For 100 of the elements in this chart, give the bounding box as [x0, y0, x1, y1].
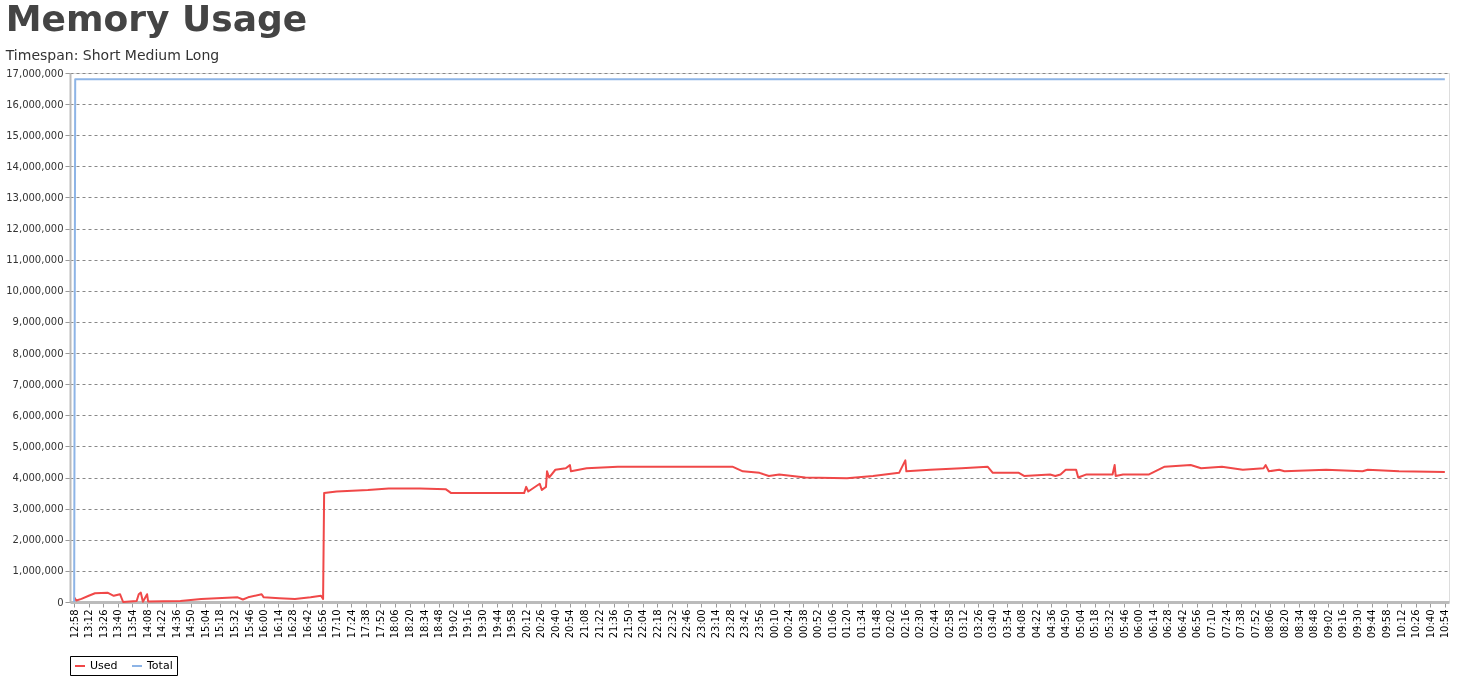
x-tick-label: 04:22 [1031, 609, 1043, 639]
x-tick-label: 05:18 [1089, 609, 1101, 639]
x-tick-label: 20:12 [520, 609, 532, 639]
x-tick-label: 15:18 [214, 609, 226, 639]
y-tick-label: 9,000,000 [12, 316, 64, 328]
x-tick-label: 22:04 [637, 609, 649, 639]
x-tick-label: 16:56 [316, 609, 328, 639]
x-tick-label: 07:10 [1206, 609, 1218, 639]
x-tick-label: 14:22 [156, 609, 168, 639]
x-tick-label: 09:16 [1337, 609, 1349, 639]
x-tick-label: 10:40 [1424, 609, 1436, 639]
x-tick-label: 05:04 [1074, 609, 1086, 639]
x-tick-label: 14:36 [170, 609, 182, 639]
x-tick-label: 19:30 [476, 609, 488, 639]
x-tick-label: 19:58 [506, 609, 518, 639]
x-tick-label: 23:42 [739, 609, 751, 639]
y-tick-label: 2,000,000 [12, 534, 64, 546]
x-tick-label: 01:06 [826, 609, 838, 639]
legend-label: Total [146, 659, 173, 672]
x-tick-label: 00:24 [783, 609, 795, 639]
y-tick-label: 16,000,000 [6, 98, 64, 110]
x-tick-label: 05:46 [1118, 609, 1130, 639]
x-tick-label: 21:36 [608, 609, 620, 639]
y-tick-label: 17,000,000 [6, 67, 64, 79]
x-tick-label: 10:54 [1439, 609, 1451, 639]
x-tick-label: 13:26 [97, 609, 109, 639]
x-tick-label: 06:28 [1162, 609, 1174, 639]
x-tick-label: 22:46 [681, 609, 693, 639]
y-tick-label: 13,000,000 [6, 191, 64, 203]
x-tick-label: 15:04 [199, 609, 211, 639]
x-tick-label: 22:18 [651, 609, 663, 639]
y-tick-label: 1,000,000 [12, 565, 64, 577]
x-tick-label: 14:50 [185, 609, 197, 639]
x-tick-label: 13:40 [112, 609, 124, 639]
x-tick-label: 15:46 [243, 609, 255, 639]
x-tick-label: 07:38 [1235, 609, 1247, 639]
x-tick-label: 08:20 [1278, 609, 1290, 639]
x-tick-label: 16:28 [287, 609, 299, 639]
x-tick-label: 04:50 [1060, 609, 1072, 639]
x-tick-label: 08:34 [1293, 609, 1305, 639]
x-tick-label: 03:54 [1001, 609, 1013, 639]
x-tick-label: 02:30 [914, 609, 926, 639]
x-tick-label: 16:14 [272, 609, 284, 639]
x-tick-label: 17:10 [331, 609, 343, 639]
x-tick-label: 09:58 [1381, 609, 1393, 639]
x-tick-label: 08:06 [1264, 609, 1276, 639]
y-tick-label: 12,000,000 [6, 223, 64, 235]
x-tick-label: 09:30 [1351, 609, 1363, 639]
x-tick-label: 16:00 [258, 609, 270, 639]
y-tick-label: 15,000,000 [6, 129, 64, 141]
x-tick-label: 09:44 [1366, 609, 1378, 639]
x-tick-label: 21:08 [579, 609, 591, 639]
x-tick-label: 01:48 [870, 609, 882, 639]
x-tick-label: 17:38 [360, 609, 372, 639]
x-tick-label: 19:02 [447, 609, 459, 639]
x-tick-label: 01:20 [841, 609, 853, 639]
x-tick-label: 04:08 [1016, 609, 1028, 639]
x-tick-label: 23:00 [695, 609, 707, 639]
x-tick-label: 00:38 [797, 609, 809, 639]
x-tick-label: 00:52 [812, 609, 824, 639]
x-tick-label: 03:40 [987, 609, 999, 639]
x-tick-label: 17:52 [374, 609, 386, 639]
x-tick-label: 01:34 [856, 609, 868, 639]
x-tick-label: 02:02 [885, 609, 897, 639]
x-tick-label: 20:54 [564, 609, 576, 639]
x-tick-label: 03:26 [972, 609, 984, 639]
chart-subtitle: Timespan: Short Medium Long [4, 47, 220, 63]
y-tick-label: 4,000,000 [12, 472, 64, 484]
x-tick-label: 18:06 [389, 609, 401, 639]
x-tick-label: 20:40 [549, 609, 561, 639]
x-tick-label: 16:42 [301, 609, 313, 639]
x-tick-label: 19:44 [491, 609, 503, 639]
y-tick-label: 11,000,000 [6, 254, 64, 266]
x-tick-label: 14:08 [141, 609, 153, 639]
x-tick-label: 18:48 [433, 609, 445, 639]
x-tick-label: 22:32 [666, 609, 678, 639]
x-tick-label: 08:48 [1308, 609, 1320, 639]
x-tick-label: 13:12 [83, 609, 95, 639]
x-tick-label: 21:50 [622, 609, 634, 639]
x-tick-label: 12:58 [68, 609, 80, 639]
y-tick-label: 6,000,000 [12, 409, 64, 421]
x-tick-label: 03:12 [958, 609, 970, 639]
x-tick-label: 06:42 [1176, 609, 1188, 639]
line-series [73, 459, 1446, 603]
x-tick-label: 20:26 [535, 609, 547, 639]
x-tick-label: 06:56 [1191, 609, 1203, 639]
chart-title: Memory Usage [5, 0, 308, 39]
x-tick-label: 17:24 [345, 609, 357, 639]
x-tick-label: 02:16 [899, 609, 911, 639]
x-tick-label: 07:24 [1220, 609, 1232, 639]
x-tick-label: 23:14 [710, 609, 722, 639]
y-tick-label: 5,000,000 [12, 440, 64, 452]
x-tick-label: 21:22 [593, 609, 605, 639]
x-tick-label: 10:26 [1410, 609, 1422, 639]
x-tick-label: 06:14 [1147, 609, 1159, 639]
x-tick-label: 07:52 [1249, 609, 1261, 639]
legend-label: Used [90, 659, 118, 672]
x-tick-label: 18:20 [404, 609, 416, 639]
x-tick-label: 10:12 [1395, 609, 1407, 639]
x-tick-label: 18:34 [418, 609, 430, 639]
